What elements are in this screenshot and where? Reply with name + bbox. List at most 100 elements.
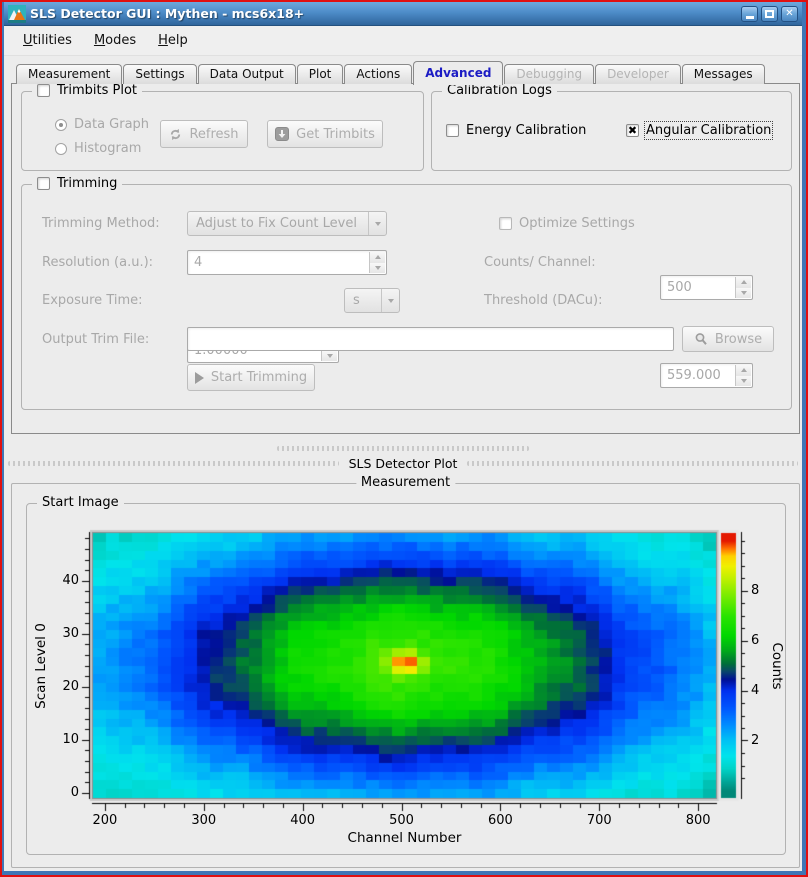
minimize-button[interactable] xyxy=(741,5,758,22)
window-frame: SLS Detector GUI : Mythen - mcs6x18+ ✕ U… xyxy=(4,2,802,871)
energy-calibration-label: Energy Calibration xyxy=(466,123,587,138)
colorbar-title: Counts xyxy=(769,641,785,690)
histogram-label: Histogram xyxy=(74,141,142,156)
threshold-label: Threshold (DACu): xyxy=(484,293,603,308)
calibration-logs-title: Calibration Logs xyxy=(447,83,552,98)
menu-help[interactable]: Help xyxy=(158,33,188,48)
tab-developer: Developer xyxy=(595,64,681,84)
trimming-method-select[interactable]: Adjust to Fix Count Level xyxy=(187,211,387,236)
tab-plot[interactable]: Plot xyxy=(296,64,344,84)
refresh-label: Refresh xyxy=(189,126,239,142)
y-tick-label: 10 xyxy=(62,731,79,747)
dock-grip-left xyxy=(8,460,339,466)
x-tick-label: 300 xyxy=(191,813,217,828)
y-tick-label: 30 xyxy=(62,625,79,641)
start-trimming-label: Start Trimming xyxy=(210,370,308,385)
tab-settings[interactable]: Settings xyxy=(123,64,197,84)
spinner-arrows-icon[interactable] xyxy=(369,252,385,273)
trimming-method-value: Adjust to Fix Count Level xyxy=(196,216,357,231)
maximize-icon xyxy=(765,9,774,18)
angular-calibration-checkbox[interactable]: ✖ xyxy=(626,124,639,137)
chevron-down-icon xyxy=(381,289,399,312)
refresh-button[interactable]: Refresh xyxy=(160,120,248,148)
trimbits-plot-title: Trimbits Plot xyxy=(57,83,138,98)
trimbits-plot-group: Trimbits Plot Data Graph Histogram Refre… xyxy=(21,83,424,171)
menu-bar: Utilities Modes Help xyxy=(4,26,802,56)
start-trimming-button[interactable]: Start Trimming xyxy=(187,364,315,391)
trimbits-plot-checkbox[interactable] xyxy=(37,84,50,97)
tab-bar: Measurement Settings Data Output Plot Action… xyxy=(16,60,766,85)
measurement-title: Measurement xyxy=(360,475,451,490)
refresh-icon xyxy=(171,128,181,140)
energy-calibration-checkbox[interactable] xyxy=(446,124,459,137)
data-graph-radio[interactable] xyxy=(55,118,67,131)
angular-calibration-label: Angular Calibration xyxy=(643,121,774,140)
output-trim-file-label: Output Trim File: xyxy=(42,332,150,347)
colorbar-tick-label: 6 xyxy=(751,632,760,648)
y-tick-label: 40 xyxy=(62,572,79,588)
threshold-value: 559.000 xyxy=(667,368,721,383)
colorbar-tick-label: 4 xyxy=(751,682,760,698)
maximize-button[interactable] xyxy=(761,5,778,22)
x-tick-label: 800 xyxy=(685,813,711,828)
counts-channel-value: 500 xyxy=(667,280,692,295)
start-image-group: Start Image 200 300 400 500 600 700 800 0 10 20 30… xyxy=(26,495,786,855)
output-trim-file-input[interactable] xyxy=(187,327,674,351)
optimize-settings-checkbox[interactable] xyxy=(499,217,512,230)
browse-button[interactable]: Browse xyxy=(682,326,774,352)
counts-channel-spinbox[interactable]: 500 xyxy=(660,275,753,300)
tab-data-output[interactable]: Data Output xyxy=(197,64,296,84)
threshold-spinbox[interactable]: 559.000 xyxy=(660,363,753,388)
trimming-method-label: Trimming Method: xyxy=(42,216,160,231)
minimize-icon xyxy=(745,16,754,19)
spinner-arrows-icon[interactable] xyxy=(735,277,751,298)
plot-dock-title: SLS Detector Plot xyxy=(348,455,458,471)
dock-grip-right xyxy=(467,460,798,466)
x-tick-label: 700 xyxy=(586,813,612,828)
app-logo-icon xyxy=(8,5,26,23)
x-tick-label: 600 xyxy=(488,813,513,828)
trimming-group: Trimming Trimming Method: Adjust to Fix … xyxy=(21,176,792,410)
browse-label: Browse xyxy=(714,331,763,347)
colorbar-tick-label: 2 xyxy=(751,732,760,748)
x-tick-label: 500 xyxy=(389,813,414,828)
exposure-unit-select[interactable]: s xyxy=(344,288,400,313)
play-icon xyxy=(194,371,204,384)
exposure-time-label: Exposure Time: xyxy=(42,293,143,308)
exposure-unit-value: s xyxy=(353,293,360,308)
counts-channel-label: Counts/ Channel: xyxy=(484,255,596,270)
x-tick-label: 400 xyxy=(290,813,316,828)
optimize-settings-label: Optimize Settings xyxy=(519,216,635,231)
resolution-value: 4 xyxy=(194,255,203,270)
measurement-group: Measurement Start Image 200 300 400 500 600 7… xyxy=(11,475,800,868)
x-tick-label: 200 xyxy=(92,813,118,828)
y-tick-label: 20 xyxy=(62,678,79,694)
plot-dock-header[interactable]: SLS Detector Plot xyxy=(8,455,798,471)
get-trimbits-label: Get Trimbits xyxy=(296,126,375,142)
spinner-arrows-icon[interactable] xyxy=(735,365,751,386)
chevron-down-icon xyxy=(368,212,386,235)
magnifier-icon xyxy=(695,333,707,345)
get-trimbits-button[interactable]: Get Trimbits xyxy=(267,120,383,148)
data-graph-label: Data Graph xyxy=(74,117,150,132)
splitter-handle[interactable] xyxy=(277,446,529,451)
resolution-label: Resolution (a.u.): xyxy=(42,255,154,270)
title-bar[interactable]: SLS Detector GUI : Mythen - mcs6x18+ ✕ xyxy=(4,2,802,26)
trimming-checkbox[interactable] xyxy=(37,177,50,190)
y-axis-title: Scan Level 0 xyxy=(33,622,49,709)
tab-messages[interactable]: Messages xyxy=(681,64,765,84)
calibration-logs-group: Calibration Logs Energy Calibration ✖ An… xyxy=(431,83,792,171)
tab-measurement[interactable]: Measurement xyxy=(16,64,123,84)
menu-modes[interactable]: Modes xyxy=(93,33,137,48)
y-tick-label: 0 xyxy=(70,784,79,800)
plot-canvas[interactable] xyxy=(27,504,785,854)
histogram-radio[interactable] xyxy=(55,142,67,155)
tab-advanced[interactable]: Advanced xyxy=(413,61,504,85)
tab-actions[interactable]: Actions xyxy=(344,64,413,84)
trimming-title: Trimming xyxy=(57,176,118,191)
menu-utilities[interactable]: Utilities xyxy=(23,33,72,48)
resolution-spinbox[interactable]: 4 xyxy=(187,250,387,275)
window-title: SLS Detector GUI : Mythen - mcs6x18+ xyxy=(30,6,305,21)
close-button[interactable]: ✕ xyxy=(781,5,798,22)
